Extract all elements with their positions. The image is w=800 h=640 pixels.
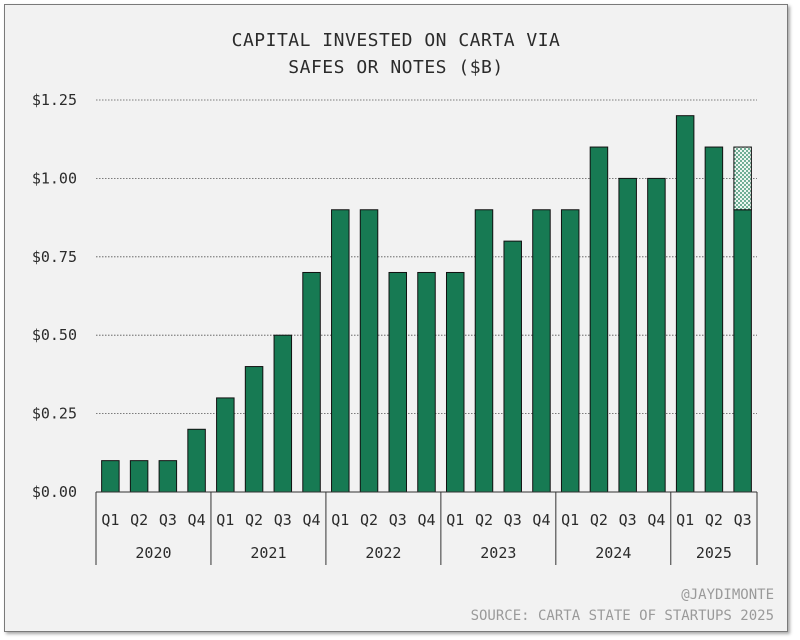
bar [216,397,235,493]
x-tick-label: Q3 [389,511,407,529]
bar [733,209,752,493]
x-tick-label: Q2 [590,511,608,529]
x-tick-label: Q3 [504,511,522,529]
x-tick-label: Q2 [245,511,263,529]
x-tick-label: Q1 [676,511,694,529]
bar [331,209,350,493]
bar [560,209,580,493]
bar [503,240,522,493]
bar [158,460,178,493]
bar [244,366,264,493]
year-label: 2024 [595,544,631,562]
bar [618,177,637,493]
x-tick-label: Q3 [159,511,177,529]
bar [474,209,494,493]
x-tick-label: Q3 [619,511,637,529]
x-tick-label: Q3 [274,511,292,529]
bar [302,271,321,493]
x-tick-label: Q2 [475,511,493,529]
y-tick-label: $0.50 [32,326,77,344]
year-label: 2023 [480,544,516,562]
bar [589,146,609,493]
y-tick-label: $0.25 [32,405,77,423]
x-tick-label: Q1 [216,511,234,529]
x-tick-label: Q4 [303,511,321,529]
bar [675,115,695,493]
bar [101,460,120,493]
bar [187,428,206,493]
x-tick-label: Q1 [561,511,579,529]
chart-title-line-2: SAFES OR NOTES ($B) [288,57,503,78]
x-tick-label: Q3 [734,511,752,529]
x-tick-label: Q1 [101,511,119,529]
bar [273,334,293,493]
bar [532,209,551,493]
x-tick-label: Q4 [417,511,435,529]
x-tick-label: Q1 [446,511,464,529]
x-tick-label: Q2 [705,511,723,529]
bar [647,177,666,493]
bars [101,115,752,493]
x-tick-label: Q2 [360,511,378,529]
x-axis: Q1 Q2 Q3 Q4 Q1 Q2 Q3 Q4 Q1 Q2 Q3 Q4 Q1 Q2 Q3 Q4 Q1 Q2 Q3 Q4… [95,491,758,565]
y-tick-label: $0.00 [32,483,77,501]
y-tick-label: $1.25 [32,91,77,109]
x-tick-label: Q4 [647,511,665,529]
bar [129,460,149,493]
y-tick-label: $0.75 [32,248,77,266]
year-label: 2020 [135,544,171,562]
y-axis-labels: $0.00 $0.25 $0.50 $0.75 $1.00 $1.25 [32,91,77,501]
chart-title-line-1: CAPITAL INVESTED ON CARTA VIA [232,30,561,51]
year-label: 2025 [696,544,732,562]
bar [445,271,465,493]
footer-source: SOURCE: CARTA STATE OF STARTUPS 2025 [471,608,774,624]
bar [388,271,408,493]
bar [417,271,436,493]
bar-projected [733,146,752,211]
year-label: 2021 [250,544,286,562]
x-tick-label: Q4 [532,511,550,529]
bar [359,209,379,493]
bar [704,146,724,493]
x-tick-label: Q4 [188,511,206,529]
x-tick-label: Q2 [130,511,148,529]
x-tick-label: Q1 [331,511,349,529]
y-tick-label: $1.00 [32,169,77,187]
year-label: 2022 [365,544,401,562]
footer-handle: @JAYDIMONTE [681,587,774,603]
